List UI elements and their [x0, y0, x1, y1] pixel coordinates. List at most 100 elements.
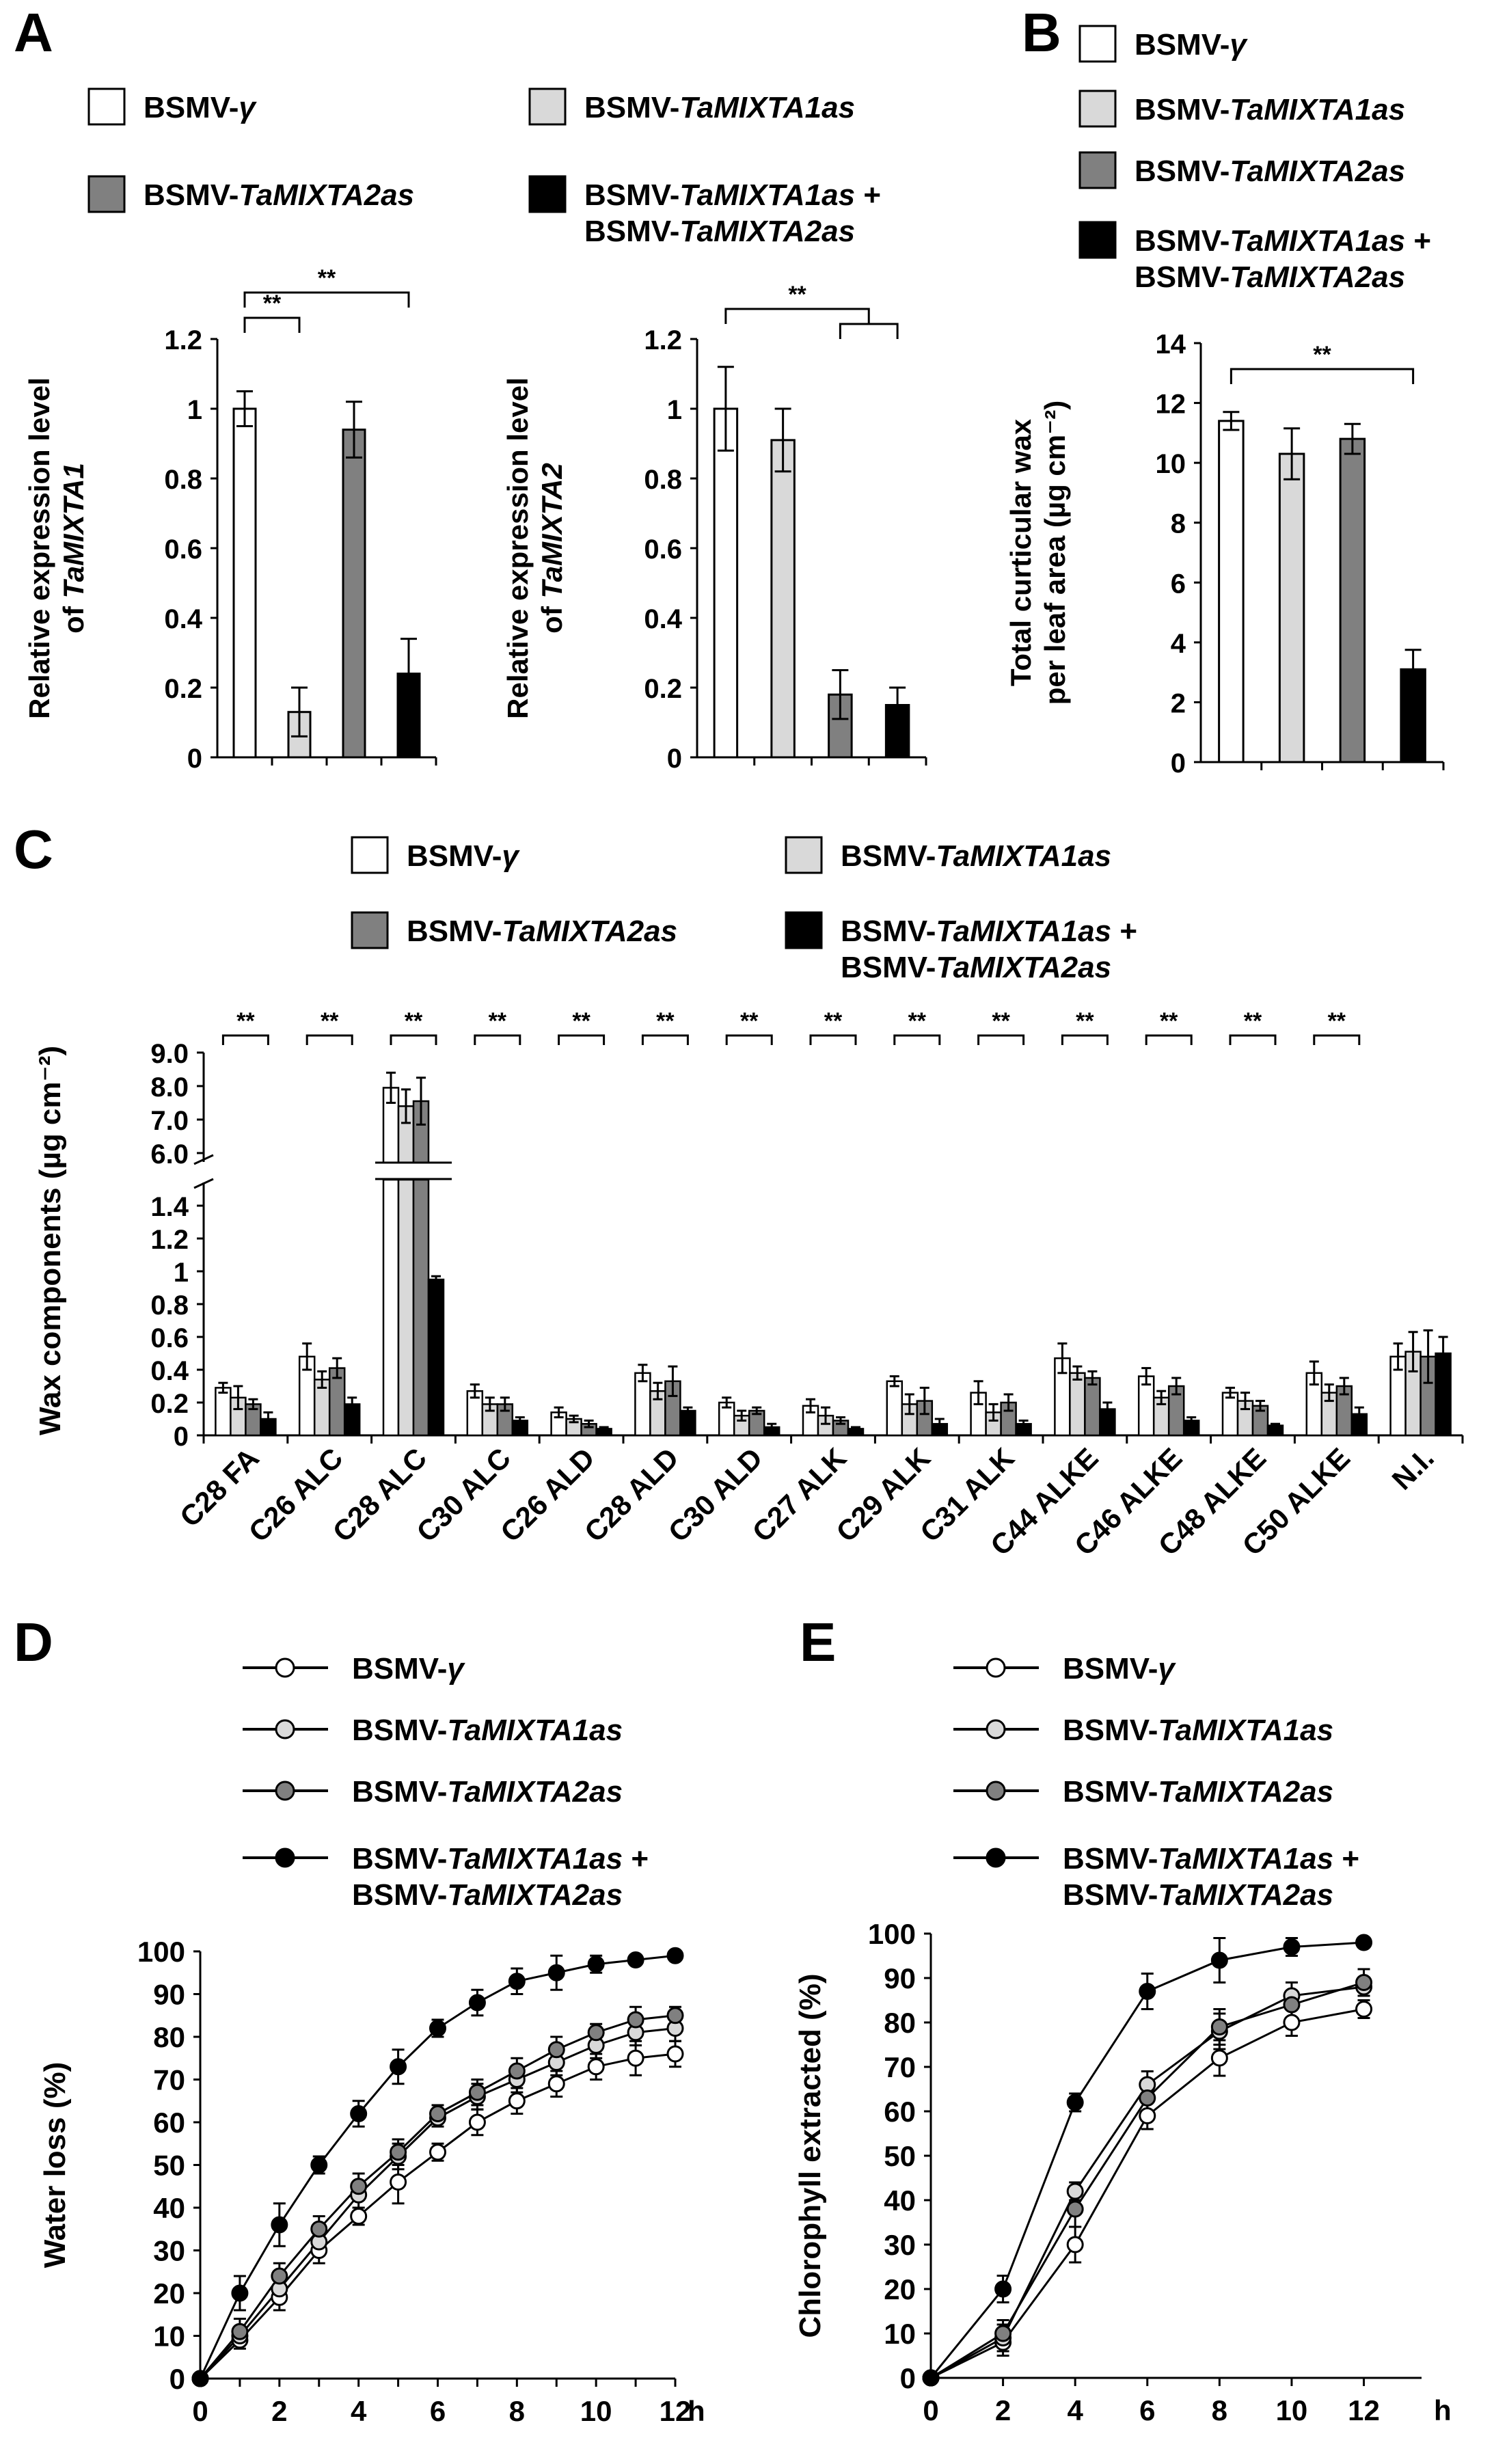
- c-sig-label-part: **: [992, 1008, 1010, 1034]
- c-ytick-label: 1.2: [150, 1225, 189, 1255]
- d-legend-label-3: BSMV-TaMIXTA1as +: [352, 1842, 649, 1876]
- c-sig-label-part: **: [1244, 1008, 1262, 1034]
- c-ytick-label-upper: 6.0: [150, 1139, 189, 1169]
- legend-c-label-1-part: BSMV-: [841, 839, 936, 873]
- a1-bar-0: [232, 407, 257, 759]
- legend-c-label-2-part: TaMIXTA2as: [502, 915, 677, 948]
- e-ytick-label: 100: [868, 1918, 916, 1950]
- c-sig-label: **: [824, 1008, 843, 1034]
- c-sig-label: **: [1160, 1008, 1178, 1034]
- e-xtick-label-part: 8: [1212, 2394, 1227, 2426]
- panel-letter-B: B: [1022, 2, 1061, 63]
- d-point-2: [468, 2083, 486, 2101]
- e-xtick-label-part: 2: [995, 2394, 1011, 2426]
- b-ytick-label-part: 4: [1171, 629, 1186, 659]
- c-sig-label-part: **: [1160, 1008, 1178, 1034]
- e-xtick-label: 2: [995, 2394, 1011, 2426]
- c-ytick-label-part: 0: [174, 1422, 189, 1452]
- c-break-gap: [378, 1163, 449, 1179]
- e-legend-label-3-part: BSMV-: [1063, 1842, 1158, 1876]
- e-xtick-label-part: 12: [1348, 2394, 1380, 2426]
- legend-a-label-1: BSMV-TaMIXTA1as: [584, 91, 855, 124]
- legend-c-label-3-part: TaMIXTA1as: [936, 915, 1111, 948]
- panel-letter-E-part: E: [800, 1612, 836, 1673]
- d-xtick-label: 0: [192, 2395, 208, 2427]
- panel-letter-A: A: [14, 2, 53, 63]
- a2-ytick-label: 0.4: [644, 604, 682, 634]
- d-ytick-label: 100: [137, 1936, 185, 1968]
- a2-sig-1-label-part: **: [788, 282, 806, 308]
- e-ylabel-part: Chlorophyll extracted (%): [793, 1974, 827, 2338]
- a2-ytick-label-part: 0.4: [644, 604, 682, 634]
- c-ytick-label-part: 0.6: [150, 1323, 189, 1353]
- c-ytick-label-part: 0.4: [150, 1356, 189, 1386]
- c-ytick-label: 0: [174, 1422, 189, 1452]
- e-ytick-label: 50: [884, 2140, 916, 2172]
- panel-letter-D-part: D: [14, 1612, 53, 1673]
- e-legend-label-0-part: γ: [1158, 1652, 1176, 1685]
- c-sig: [558, 1034, 606, 1045]
- e-legend-label2-3-part: TaMIXTA2as: [1158, 1878, 1333, 1912]
- c-bar-lower-part: [382, 1178, 400, 1437]
- e-point-0: [1283, 2014, 1301, 2031]
- e-ytick-label-part: 30: [884, 2229, 916, 2261]
- d-point-2: [429, 2105, 446, 2122]
- d-point-3: [191, 2370, 209, 2387]
- e-point-2: [994, 2325, 1012, 2342]
- d-legend-label-0: BSMV-γ: [352, 1652, 465, 1685]
- legend-b-label2-3-part: BSMV-: [1135, 260, 1230, 294]
- legend-c-3-swatch: [785, 911, 823, 949]
- d-ytick-label: 70: [153, 2064, 185, 2096]
- legend-a-0-swatch: [87, 87, 126, 126]
- b-ytick-label: 2: [1171, 688, 1186, 718]
- legend-b-label-1: BSMV-TaMIXTA1as: [1135, 93, 1405, 126]
- e-legend-label2-3: BSMV-TaMIXTA2as: [1063, 1878, 1333, 1912]
- a1-sig-2: [243, 291, 410, 308]
- d-point-3: [666, 1947, 684, 1964]
- legend-c-label-1: BSMV-TaMIXTA1as: [841, 839, 1111, 873]
- a1-sig-2-label-part: **: [318, 265, 336, 291]
- legend-b-label-2-part: TaMIXTA2as: [1230, 154, 1405, 188]
- e-point-2: [1355, 1974, 1373, 1991]
- c-sig-label: **: [489, 1008, 507, 1034]
- e-xtick-label: 8: [1212, 2394, 1227, 2426]
- c-ytick-label-upper: 7.0: [150, 1106, 189, 1136]
- a2-ylabel-1-part: Relative expression level: [502, 377, 534, 719]
- e-series-line-1: [930, 1986, 1364, 2379]
- legend-c-label-3-part: BSMV-: [841, 915, 936, 948]
- c-ytick-label-part: 1: [174, 1258, 189, 1288]
- e-point-3: [1283, 1938, 1301, 1955]
- e-ytick-label-part: 100: [868, 1918, 916, 1950]
- d-ylabel: Water loss (%): [38, 2062, 72, 2269]
- d-point-0: [350, 2208, 368, 2225]
- e-legend-marker-2: [986, 1781, 1006, 1801]
- c-category-label-part: N.I.: [1386, 1441, 1440, 1495]
- legend-c-label2-3-part: BSMV-: [841, 951, 936, 984]
- c-sig: [1229, 1034, 1277, 1045]
- c-ytick-label: 0.6: [150, 1323, 189, 1353]
- e-ytick-label-part: 50: [884, 2140, 916, 2172]
- c-bar: [1069, 1372, 1086, 1437]
- c-ytick-label-part: 1.2: [150, 1225, 189, 1255]
- d-point-0: [547, 2075, 565, 2093]
- d-point-3: [390, 2058, 407, 2076]
- d-xtick-label-part: 12: [660, 2395, 692, 2427]
- legend-a-label-2-part: BSMV-: [144, 178, 239, 212]
- d-xtick-label-part: 10: [580, 2395, 612, 2427]
- c-ytick-label: 0.2: [150, 1389, 189, 1419]
- a1-ylabel-1: Relative expression level: [23, 377, 55, 719]
- e-xtick-label: 4: [1067, 2394, 1083, 2426]
- a1-ytick-label-part: 0.6: [164, 534, 202, 565]
- c-sig-label-part: **: [321, 1008, 339, 1034]
- e-point-2: [1066, 2200, 1084, 2218]
- panel-letter-D: D: [14, 1612, 53, 1673]
- d-legend-label-2-part: BSMV-: [352, 1775, 447, 1809]
- a1-ylabel-2: of TaMIXTA1: [57, 463, 90, 634]
- b-ytick-label-part: 2: [1171, 688, 1186, 718]
- c-axis-break-mark: [193, 1154, 214, 1165]
- legend-a-label-0-part: γ: [239, 91, 257, 124]
- e-ytick-label-part: 0: [900, 2362, 916, 2394]
- c-ytick-label-upper-part: 7.0: [150, 1106, 189, 1136]
- e-point-0: [1355, 2001, 1373, 2018]
- legend-c-label2-3: BSMV-TaMIXTA2as: [841, 951, 1111, 984]
